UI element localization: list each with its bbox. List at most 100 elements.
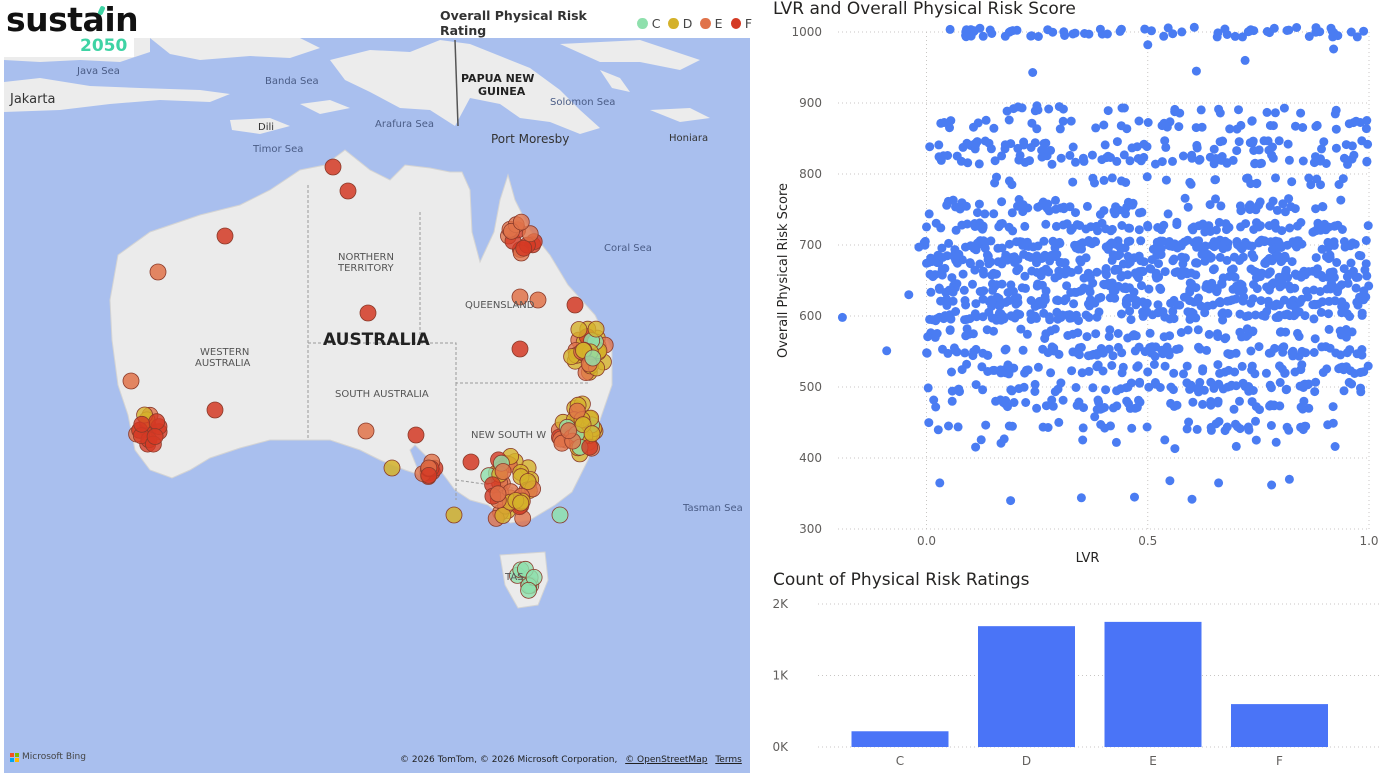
scatter-point[interactable] <box>1259 136 1269 146</box>
scatter-point[interactable] <box>1116 121 1126 131</box>
scatter-point[interactable] <box>1230 367 1240 377</box>
scatter-point[interactable] <box>1362 116 1372 125</box>
scatter-point[interactable] <box>980 209 990 219</box>
scatter-point[interactable] <box>1074 397 1084 407</box>
scatter-point[interactable] <box>965 258 975 268</box>
scatter-point[interactable] <box>1281 266 1291 276</box>
bar-e[interactable] <box>1104 621 1202 747</box>
scatter-point[interactable] <box>942 300 952 310</box>
scatter-point[interactable] <box>1362 156 1372 166</box>
scatter-point[interactable] <box>1309 314 1319 324</box>
map-risk-marker[interactable] <box>206 401 224 419</box>
scatter-point[interactable] <box>1014 195 1024 204</box>
scatter-point[interactable] <box>1012 309 1022 319</box>
scatter-point[interactable] <box>1223 382 1233 392</box>
scatter-point[interactable] <box>1350 239 1360 249</box>
scatter-point[interactable] <box>979 269 989 279</box>
scatter-point[interactable] <box>957 220 967 230</box>
scatter-point[interactable] <box>1254 145 1264 155</box>
scatter-point[interactable] <box>1121 209 1130 219</box>
scatter-point[interactable] <box>1099 120 1109 130</box>
scatter-point[interactable] <box>1099 206 1109 216</box>
scatter-point[interactable] <box>1303 292 1313 302</box>
scatter-point[interactable] <box>1113 329 1123 338</box>
scatter-point[interactable] <box>1220 426 1230 436</box>
bar-f[interactable] <box>1231 704 1328 747</box>
map-risk-marker[interactable] <box>149 263 167 281</box>
scatter-point[interactable] <box>1287 348 1297 358</box>
scatter-point[interactable] <box>1363 139 1373 149</box>
scatter-point[interactable] <box>1284 474 1294 484</box>
scatter-point[interactable] <box>1120 282 1130 292</box>
scatter-point[interactable] <box>1286 202 1296 212</box>
scatter-point[interactable] <box>1161 142 1171 152</box>
map-risk-marker[interactable] <box>566 296 584 314</box>
scatter-point[interactable] <box>1062 281 1072 291</box>
scatter-point[interactable] <box>1191 258 1201 268</box>
scatter-point[interactable] <box>1026 252 1036 262</box>
scatter-point[interactable] <box>952 279 962 289</box>
scatter-point[interactable] <box>1093 395 1103 405</box>
scatter-point[interactable] <box>1028 68 1038 77</box>
scatter-point[interactable] <box>1071 383 1081 392</box>
scatter-point[interactable] <box>1065 150 1075 160</box>
scatter-point[interactable] <box>1036 271 1046 281</box>
scatter-point[interactable] <box>1287 257 1297 267</box>
scatter-point[interactable] <box>1362 271 1372 281</box>
scatter-point[interactable] <box>1282 309 1292 319</box>
scatter-point[interactable] <box>920 236 930 246</box>
scatter-point[interactable] <box>1133 361 1143 371</box>
scatter-point[interactable] <box>969 347 979 357</box>
scatter-point[interactable] <box>1110 209 1120 219</box>
scatter-point[interactable] <box>1272 205 1282 215</box>
scatter-point[interactable] <box>1345 345 1355 355</box>
map-risk-marker[interactable] <box>511 340 529 358</box>
scatter-point[interactable] <box>1217 278 1227 288</box>
scatter-point[interactable] <box>1304 267 1314 277</box>
scatter-point[interactable] <box>1200 308 1210 318</box>
scatter-point[interactable] <box>1194 293 1203 303</box>
scatter-point[interactable] <box>1143 220 1153 230</box>
scatter-point[interactable] <box>1297 346 1307 356</box>
scatter-point[interactable] <box>1222 30 1232 39</box>
scatter-point[interactable] <box>1108 351 1118 361</box>
scatter-point[interactable] <box>1267 480 1277 490</box>
scatter-point[interactable] <box>1039 139 1049 148</box>
scatter-point[interactable] <box>1291 121 1300 131</box>
scatter-point[interactable] <box>1037 152 1047 162</box>
scatter-point[interactable] <box>958 269 968 279</box>
scatter-point[interactable] <box>971 299 981 309</box>
scatter-point[interactable] <box>961 32 971 42</box>
map-risk-marker[interactable] <box>339 182 357 200</box>
scatter-point[interactable] <box>961 25 971 35</box>
scatter-point[interactable] <box>1165 476 1175 486</box>
scatter-point[interactable] <box>1255 197 1265 207</box>
scatter-point[interactable] <box>1034 300 1044 310</box>
scatter-point[interactable] <box>1159 332 1169 342</box>
scatter-point[interactable] <box>949 252 959 262</box>
map-risk-marker[interactable] <box>515 239 533 257</box>
scatter-point[interactable] <box>1356 383 1365 393</box>
scatter-point[interactable] <box>1021 365 1031 375</box>
scatter-point[interactable] <box>1272 299 1282 309</box>
scatter-point[interactable] <box>1361 236 1371 245</box>
scatter-point[interactable] <box>1160 361 1170 371</box>
scatter-point[interactable] <box>1134 251 1144 261</box>
map-risk-marker[interactable] <box>489 485 507 503</box>
scatter-point[interactable] <box>924 258 934 267</box>
scatter-point[interactable] <box>996 315 1006 325</box>
scatter-point[interactable] <box>1280 368 1290 378</box>
scatter-point[interactable] <box>945 24 955 34</box>
scatter-point[interactable] <box>1159 220 1169 230</box>
scatter-point[interactable] <box>961 242 970 252</box>
scatter-point[interactable] <box>1051 221 1061 231</box>
scatter-point[interactable] <box>937 264 947 274</box>
scatter-point[interactable] <box>958 142 968 152</box>
scatter-point[interactable] <box>1013 102 1023 112</box>
scatter-point[interactable] <box>991 396 1001 406</box>
scatter-point[interactable] <box>1276 327 1286 337</box>
scatter-point[interactable] <box>1225 124 1235 134</box>
scatter-point[interactable] <box>1316 307 1326 317</box>
scatter-point[interactable] <box>1004 115 1014 125</box>
scatter-point[interactable] <box>925 142 935 152</box>
